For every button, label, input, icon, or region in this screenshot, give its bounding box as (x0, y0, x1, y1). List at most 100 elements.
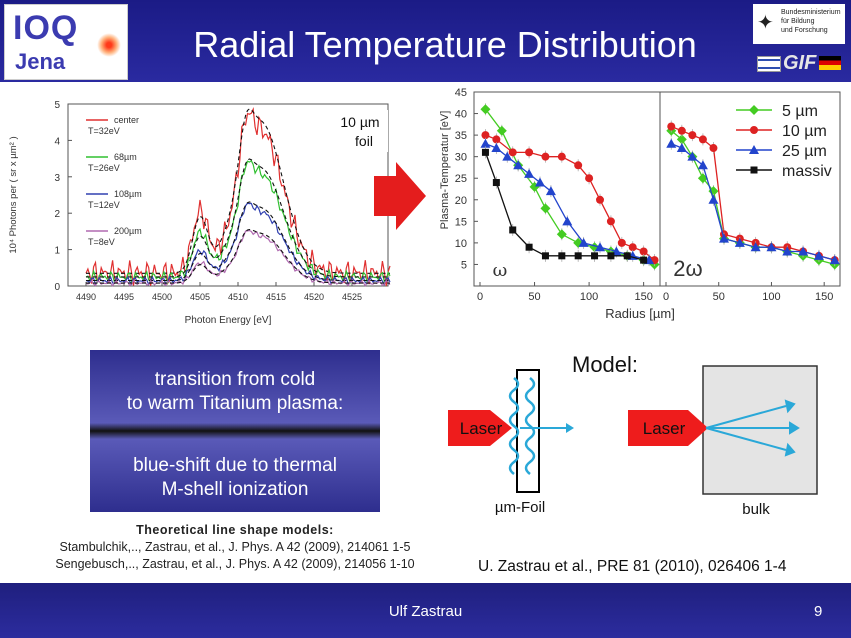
spec-xtick-label: 4525 (342, 292, 362, 302)
temp-point (611, 246, 622, 256)
temp-xtick-label: 50 (713, 291, 725, 303)
temp-point (481, 148, 489, 156)
temp-series-line (485, 134, 655, 261)
temp-ytick-label: 20 (455, 195, 467, 207)
page-number: 9 (814, 603, 823, 620)
temp-point (480, 104, 491, 115)
temp-point (585, 174, 594, 183)
temp-xtick-label: 150 (634, 291, 652, 303)
spec-legend-name: center (114, 115, 139, 125)
temp-point (492, 135, 501, 144)
temp-point (513, 160, 524, 171)
spectrum-fit-line (86, 201, 390, 282)
temp-point (687, 151, 698, 162)
temp-series-line (671, 125, 835, 261)
temp-point (666, 125, 677, 136)
temp-point (524, 168, 535, 178)
temp-point (667, 122, 676, 131)
temp-point (650, 256, 659, 265)
temp-point (525, 243, 533, 251)
spec-xtick-label: 4520 (304, 292, 324, 302)
temp-point (540, 203, 551, 214)
spec-xtick-label: 4505 (190, 292, 210, 302)
spec-legend-temp: T=12eV (88, 200, 120, 210)
spec-legend-temp: T=26eV (88, 163, 120, 173)
spectrum-fit-line (86, 228, 390, 284)
temp-panel-frame (473, 91, 661, 287)
spectrum-series-line (85, 106, 391, 287)
gif-logo: GIF (753, 50, 845, 76)
temp-point (606, 217, 615, 226)
spectrum-series-line (85, 159, 391, 285)
spec-ytick-label: 2 (54, 209, 60, 220)
spectrum-series-line (85, 229, 391, 287)
temp-xtick-label: 100 (580, 291, 598, 303)
temp-point (574, 252, 582, 260)
bulk-emission-rays (705, 399, 800, 457)
temp-point (640, 256, 648, 264)
temp-point (578, 237, 589, 247)
temp-point (750, 242, 761, 253)
temp-xtick-label: 150 (815, 291, 833, 303)
temp-ylabel: Plasma-Temperatur [eV] (439, 111, 451, 230)
temp-point (541, 152, 550, 161)
temp-point (558, 252, 566, 260)
ioq-jena-logo: IOQ Jena (4, 4, 128, 80)
temp-point (719, 233, 729, 243)
temp-series-line (485, 143, 650, 261)
temp-ytick-label: 45 (455, 87, 467, 99)
temp-series-line (670, 130, 835, 266)
temp-point (783, 243, 792, 252)
temp-point (623, 252, 631, 260)
header-bar: IOQ Jena Radial Temperature Distribution… (0, 0, 851, 82)
temp-point (735, 234, 744, 243)
temp-point (617, 238, 626, 247)
israel-flag-icon (757, 56, 781, 72)
temp-point (766, 242, 777, 252)
temp-point (676, 143, 687, 153)
spec-legend-temp: T=32eV (88, 126, 120, 136)
summary-bottom: blue-shift due to thermal M-shell ioniza… (133, 455, 337, 500)
refs-heading: Theoretical line shape models: (136, 523, 334, 537)
references-left: Theoretical line shape models: Stambulch… (0, 522, 470, 573)
temp-legend-label: 10 µm (782, 123, 827, 140)
temp-point (492, 179, 500, 187)
bmbf-text: Bundesministerium für Bildung und Forsch… (781, 9, 841, 34)
ref-line-2: Sengebusch,.., Zastrau, et al., J. Phys.… (55, 557, 415, 571)
spec-ytick-label: 0 (54, 282, 60, 293)
laser-left-arrow (448, 410, 512, 446)
temp-point (750, 126, 758, 134)
spec-legend-temp: T=8eV (88, 237, 115, 247)
temp-legend-label: 25 µm (782, 143, 827, 160)
spec-ytick-label: 1 (54, 246, 60, 257)
temp-point (480, 138, 491, 148)
spec-ytick-label: 4 (54, 136, 60, 147)
spectrum-xlabel: Photon Energy [eV] (185, 315, 272, 326)
bulk-label: bulk (742, 501, 770, 518)
spec-legend-name: 68µm (114, 152, 137, 162)
temp-ytick-label: 5 (461, 259, 467, 271)
temp-point (627, 250, 638, 260)
red-arrow-icon (374, 162, 426, 230)
foil-note-line1: 10 µm (340, 114, 379, 130)
model-title: Model: (572, 352, 639, 377)
temp-legend-label: massiv (782, 163, 832, 180)
temp-point (798, 246, 809, 256)
temp-point (720, 230, 728, 239)
temp-point (766, 242, 777, 253)
temp-point (529, 181, 540, 192)
spec-ytick-label: 5 (54, 100, 60, 111)
spec-xtick-label: 4510 (228, 292, 248, 302)
footer-bar: Ulf Zastrau 9 (0, 583, 851, 638)
laser-right-label: Laser (643, 419, 686, 438)
spectrum-ylabel: 10⁴ Photons per ( sr x µm² ) (8, 136, 19, 253)
temp-point (813, 250, 824, 260)
panel-label-2omega: 2ω (673, 256, 702, 281)
temp-point (750, 166, 758, 174)
temp-point (719, 233, 729, 244)
temp-point (734, 237, 745, 248)
temp-point (481, 131, 490, 140)
temp-point (513, 160, 524, 170)
foil-rect (516, 369, 540, 493)
temp-point (751, 238, 760, 247)
